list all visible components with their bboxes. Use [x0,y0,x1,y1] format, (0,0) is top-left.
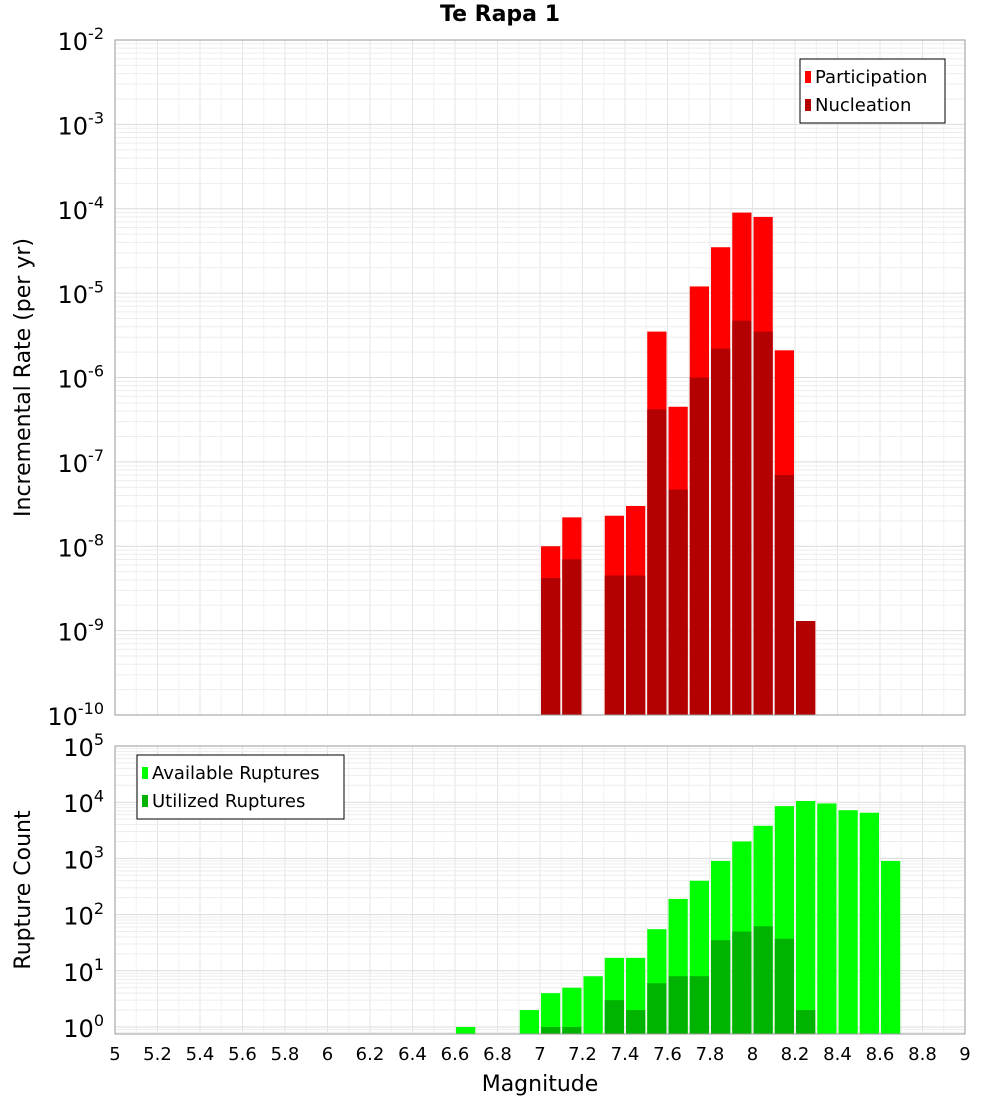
x-axis-label: Magnitude [482,1072,599,1097]
y-tick-labels: 100 101 102 103 104 105 [63,730,104,1043]
legend: Available Ruptures Utilized Ruptures [136,754,345,820]
bar [541,1026,561,1034]
bar [753,926,773,1034]
x-tick-label: 7 [534,1044,545,1065]
x-tick-label: 5.6 [228,1044,257,1065]
x-tick-label: 6.2 [356,1044,385,1065]
y-tick-label: 10-5 [58,277,105,309]
x-tick-label: 5.8 [271,1044,300,1065]
y-tick-label: 100 [63,1011,104,1043]
bar [647,409,667,715]
y-axis-label: Incremental Rate (per yr) [11,238,36,517]
legend-swatch [142,767,148,779]
bar [774,938,794,1034]
bar [626,1010,646,1034]
plot-frame [114,745,966,1035]
series-nucleation [541,320,816,715]
x-tick-label: 6.6 [441,1044,470,1065]
y-tick-label: 105 [63,730,104,762]
bar [689,976,709,1034]
bar [626,575,646,715]
y-tick-label: 102 [63,899,104,931]
bar [562,559,582,715]
bar [541,578,561,715]
y-tick-label: 104 [63,786,104,818]
bar [541,993,561,1034]
legend-label: Participation [815,67,927,88]
legend-label: Available Ruptures [152,763,320,784]
y-tick-labels: 10-10 10-9 10-8 10-7 10-6 10-5 10-4 10-3 10-2 [47,24,104,731]
count-plot: 100 101 102 103 104 105 Rupture Count 5 5.2 5.4 5.… [11,730,971,1097]
bar [604,575,624,715]
bar [562,987,582,1034]
y-tick-label: 10-9 [58,615,105,647]
x-tick-label: 8.8 [908,1044,937,1065]
bar [711,348,731,715]
bar [562,1026,582,1034]
legend-box [136,754,345,820]
x-tick-label: 7.2 [568,1044,597,1065]
bar [796,801,816,1034]
x-tick-label: 5.2 [143,1044,172,1065]
y-tick-label: 10-10 [47,699,104,731]
y-tick-label: 101 [63,955,104,987]
bar [732,931,752,1034]
bar [817,803,837,1034]
y-tick-label: 10-2 [58,24,105,56]
x-tick-label: 5 [109,1044,120,1065]
bar [838,810,858,1034]
x-tick-label: 8.6 [866,1044,895,1065]
bar [519,1010,539,1034]
bar [604,1000,624,1034]
chart-title: Te Rapa 1 [439,2,560,27]
x-tick-label: 8.2 [781,1044,810,1065]
y-tick-label: 10-3 [58,109,105,141]
x-tick-labels: 5 5.2 5.4 5.6 5.8 6 6.2 6.4 6.6 6.8 7 7.2 7.4 7.6 7.8 8… [109,1044,970,1065]
y-tick-label: 10-7 [58,446,105,478]
plot-frame [114,39,966,716]
bar [732,320,752,715]
legend-swatch [805,99,811,111]
y-tick-label: 103 [63,843,104,875]
bar [668,489,688,715]
legend-label: Utilized Ruptures [152,791,305,812]
legend-swatch [805,71,811,83]
x-tick-label: 7.6 [653,1044,682,1065]
series-utilized-ruptures [541,926,816,1034]
bar [711,940,731,1034]
x-tick-label: 7.8 [696,1044,725,1065]
x-tick-label: 6.8 [483,1044,512,1065]
x-tick-label: 5.4 [186,1044,215,1065]
y-tick-label: 10-8 [58,530,105,562]
x-tick-label: 8 [747,1044,758,1065]
x-tick-label: 6 [322,1044,333,1065]
bar [668,976,688,1034]
y-tick-label: 10-4 [58,193,105,225]
y-axis-label: Rupture Count [11,810,36,970]
bar [774,474,794,715]
bar [796,621,816,715]
legend-swatch [142,795,148,807]
bar [881,860,901,1034]
x-tick-label: 6.4 [398,1044,427,1065]
x-tick-label: 7.4 [611,1044,640,1065]
bar [753,331,773,715]
legend-label: Nucleation [815,95,911,116]
legend-box [799,58,946,124]
x-tick-label: 8.4 [823,1044,852,1065]
bar [689,377,709,715]
gridlines [114,39,966,716]
bar [583,976,603,1034]
bar [796,1010,816,1034]
rate-plot: 10-10 10-9 10-8 10-7 10-6 10-5 10-4 10-3 10-2 Inc… [11,24,966,731]
bar [456,1026,476,1034]
x-tick-label: 9 [959,1044,970,1065]
bar [647,983,667,1034]
y-tick-label: 10-6 [58,362,105,394]
legend: Participation Nucleation [799,58,946,124]
bar [859,812,879,1034]
